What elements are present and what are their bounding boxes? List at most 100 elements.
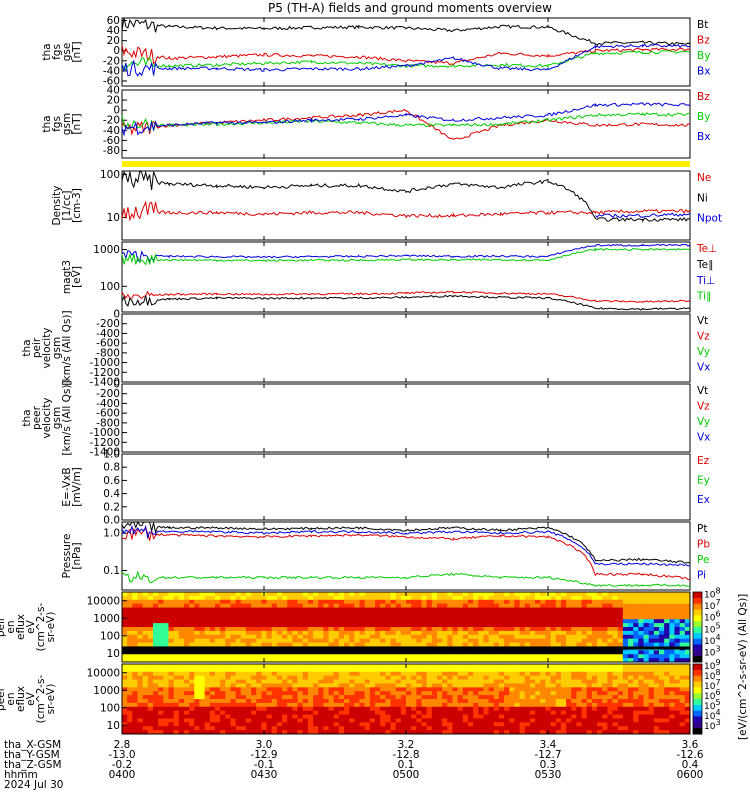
spectrogram-cell [514, 726, 520, 731]
x-tick-label: -12.8 [392, 749, 419, 761]
spectrogram-cell [617, 706, 624, 712]
spectrogram-cell [168, 679, 175, 684]
spectrogram-cell [442, 691, 448, 696]
spectrogram-cell [375, 627, 381, 632]
spectrogram-cell [225, 671, 231, 677]
spectrogram-cell [478, 718, 484, 723]
spectrogram-cell [478, 595, 484, 601]
spectrogram-cell [199, 695, 206, 700]
spectrogram-cell [214, 706, 221, 712]
spectrogram-cell [333, 714, 340, 719]
spectrogram-cell [152, 595, 159, 601]
spectrogram-cell [488, 664, 495, 669]
spectrogram-cell [467, 706, 474, 712]
spectrogram-cell [173, 630, 180, 636]
spectrogram-cell [147, 710, 154, 715]
spectrogram-cell [597, 675, 603, 680]
spectrogram-cell [230, 615, 236, 620]
spectrogram-cell [540, 702, 546, 708]
spectrogram-cell [566, 691, 572, 696]
spectrogram-cell [426, 664, 433, 669]
spectrogram-cell [132, 718, 138, 723]
spectrogram-cell [385, 667, 391, 673]
spectrogram-cell [328, 658, 335, 663]
spectrogram-cell [406, 730, 412, 735]
spectrogram-cell [380, 627, 386, 632]
spectrogram-cell [426, 667, 433, 673]
spectrogram-cell [457, 714, 464, 719]
spectrogram-cell [194, 691, 200, 696]
spectrogram-cell [462, 623, 469, 628]
spectrogram-cell [183, 630, 190, 636]
spectrogram-cell [240, 615, 247, 620]
spectrogram-cell [467, 671, 474, 677]
series-Ne [121, 200, 691, 222]
spectrogram-cell [478, 702, 484, 708]
spectrogram-cell [576, 595, 582, 601]
spectrogram-cell [540, 667, 546, 673]
spectrogram-cell [349, 630, 355, 636]
spectrogram-cell [323, 630, 329, 636]
spectrogram-cell [137, 603, 144, 608]
spectrogram-cell [633, 615, 639, 620]
spectrogram-cell [550, 679, 557, 684]
spectrogram-cell [209, 658, 216, 663]
spectrogram-cell [251, 699, 257, 704]
spectrogram-cell [607, 630, 613, 636]
spectrogram-cell [581, 675, 588, 680]
spectrogram-cell [318, 695, 324, 700]
spectrogram-cell [189, 710, 195, 715]
spectrogram-cell [209, 638, 216, 643]
spectrogram-cell [178, 615, 185, 620]
spectrogram-cell [323, 623, 329, 628]
spectrogram-cell [235, 699, 242, 704]
spectrogram-cell [307, 695, 314, 700]
spectrogram-cell [147, 664, 154, 669]
spectrogram-cell [591, 667, 598, 673]
spectrogram-cell [199, 679, 206, 684]
spectrogram-cell [163, 706, 169, 712]
spectrogram-cell [240, 699, 247, 704]
spectrogram-cell [597, 702, 603, 708]
y-tick-label: -1200 [89, 367, 120, 379]
spectrogram-cell [462, 654, 469, 659]
spectrogram-cell [509, 706, 515, 712]
spectrogram-cell [369, 642, 376, 647]
spectrogram-cell [540, 699, 546, 704]
x-tick-label: -12.9 [250, 749, 277, 761]
spectrogram-cell [452, 699, 459, 704]
spectrogram-cell [488, 627, 495, 632]
spectrogram-cell [581, 650, 588, 655]
spectrogram-cell [137, 607, 144, 612]
spectrogram-cell [333, 664, 340, 669]
spectrogram-cell [442, 679, 448, 684]
spectrogram-cell [204, 702, 211, 708]
spectrogram-cell [287, 650, 293, 655]
spectrogram-cell [622, 642, 629, 647]
spectrogram-cell [220, 730, 226, 735]
spectrogram-cell [457, 611, 464, 616]
spectrogram-cell [535, 667, 541, 673]
spectrogram-cell [566, 599, 572, 605]
spectrogram-cell [452, 687, 459, 692]
spectrogram-cell [369, 658, 376, 663]
spectrogram-cell [514, 623, 520, 628]
spectrogram-cell [349, 667, 355, 673]
spectrogram-cell [519, 679, 526, 684]
spectrogram-cell [380, 710, 386, 715]
spectrogram-cell [436, 687, 443, 692]
spectrogram-cell [194, 683, 200, 688]
spectrogram-cell [400, 722, 407, 727]
spectrogram-cell [142, 683, 149, 688]
spectrogram-cell [514, 695, 520, 700]
spectrogram-cell [597, 695, 603, 700]
spectrogram-cell [122, 664, 128, 669]
spectrogram-cell [514, 592, 520, 597]
spectrogram-cell [493, 679, 500, 684]
spectrogram-cell [473, 687, 479, 692]
spectrogram-cell [132, 599, 138, 605]
spectrogram-cell [214, 638, 221, 643]
spectrogram-cell [529, 667, 536, 673]
spectrogram-cell [560, 675, 567, 680]
spectrogram-cell [400, 695, 407, 700]
